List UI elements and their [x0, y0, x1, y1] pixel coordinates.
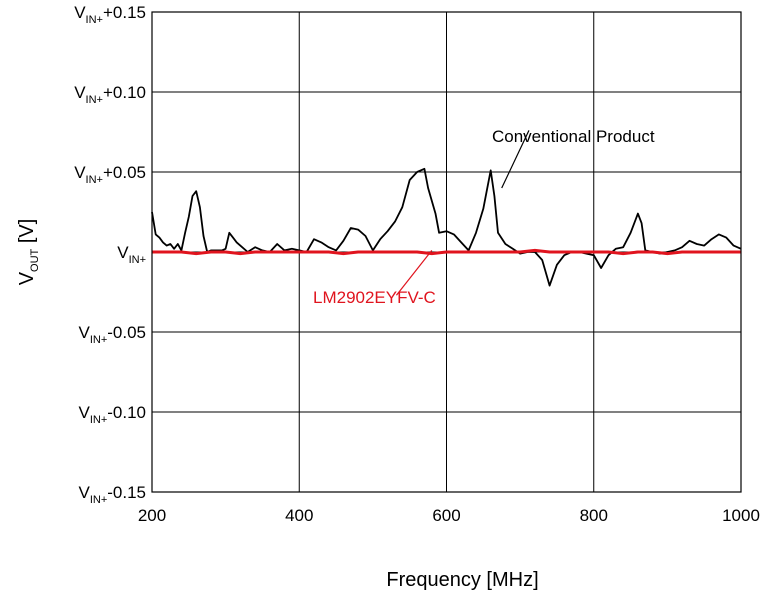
x-tick-label: 200 [138, 506, 166, 525]
y-tick-label: VIN+-0.10 [78, 403, 146, 426]
conventional-product-line [151, 167, 742, 287]
y-tick-label: VIN+-0.15 [78, 483, 146, 506]
x-axis-title: Frequency [MHz] [386, 569, 538, 591]
y-tick-label: VIN+-0.05 [78, 323, 146, 346]
conventional-product-leader-line [501, 130, 530, 189]
x-tick-label: 600 [432, 506, 460, 525]
plot-frame [151, 11, 742, 493]
lm2902eyfv-c-label: LM2902EYFV-C [313, 288, 436, 307]
y-axis-title: VOUT [V] [16, 219, 41, 286]
y-tick-label: VIN++0.15 [74, 3, 146, 26]
y-tick-label: VIN+​ [117, 243, 146, 266]
y-tick-label: VIN++0.05 [74, 163, 146, 186]
x-tick-label: 1000 [722, 506, 760, 525]
y-tick-labels: VIN++0.15 VIN++0.10 VIN++0.05 VIN+​ VIN+-0.0… [74, 3, 146, 506]
lm2902eyfv-c-line [152, 248, 741, 256]
y-tick-label: VIN++0.10 [74, 83, 146, 106]
annotations: Conventional Product LM2902EYFV-C [313, 127, 655, 307]
x-tick-label: 800 [580, 506, 608, 525]
y-axis-title-main: V [16, 271, 38, 285]
y-axis-title-suffix: [V] [16, 219, 38, 249]
conventional-product-label: Conventional Product [492, 127, 655, 146]
lm2902eyfv-c-leader-line [395, 250, 433, 296]
series-group [151, 167, 742, 287]
y-axis-title-sub: OUT [29, 248, 41, 272]
x-tick-labels: 200 400 600 800 1000 [138, 506, 760, 525]
x-tick-label: 400 [285, 506, 313, 525]
